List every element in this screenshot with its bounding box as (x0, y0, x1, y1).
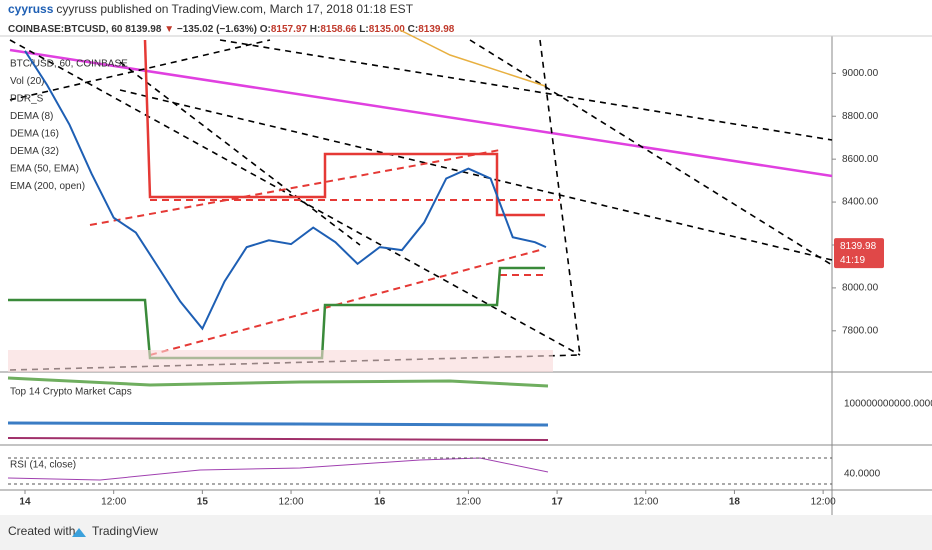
timer-label: 41:19 (840, 255, 865, 266)
legend-entry: DEMA (32) (10, 146, 59, 157)
rsi-title: RSI (14, close) (10, 460, 76, 471)
l-label: L: (359, 24, 368, 35)
x-tick-label: 14 (19, 497, 31, 508)
legend-entry: EMA (50, EMA) (10, 164, 79, 175)
x-tick-label: 12:00 (811, 497, 836, 508)
caps-title: Top 14 Crypto Market Caps (10, 387, 132, 398)
footer-brand[interactable]: TradingView (92, 524, 158, 538)
o-label: O: (260, 24, 271, 35)
y-tick-label: 8000.00 (842, 283, 879, 294)
price-line (24, 50, 547, 331)
price-label: 8139.98 (840, 241, 877, 252)
l: 8135.00 (369, 24, 406, 35)
legend: BTC/USD, 60, COINBASE Vol (20) PDR_S DEMA (… (10, 59, 128, 193)
legend-entry: BTC/USD, 60, COINBASE (10, 59, 128, 70)
rsi-tick: 40.0000 (844, 469, 881, 480)
arrow: ▼ (164, 24, 174, 35)
y-tick-label: 8600.00 (842, 154, 879, 165)
drawings (7, 29, 833, 485)
legend-entry: DEMA (16) (10, 129, 59, 140)
caps-tick: 100000000000.0000 (844, 399, 932, 410)
legend-entry: Vol (20) (10, 76, 44, 87)
h-label: H: (310, 24, 321, 35)
footer (0, 515, 932, 550)
x-tick-label: 17 (552, 497, 564, 508)
y-tick-label: 9000.00 (842, 68, 879, 79)
publisher-text: cyyruss published on TradingView.com, Ma… (56, 2, 413, 16)
publisher: cyyruss cyyruss published on TradingView.… (8, 2, 414, 16)
x-tick-label: 12:00 (633, 497, 658, 508)
o: 8157.97 (271, 24, 308, 35)
last: 8139.98 (125, 24, 162, 35)
symbol: COINBASE:BTCUSD, 60 (8, 24, 123, 35)
y-tick-label: 8400.00 (842, 197, 879, 208)
x-tick-label: 15 (197, 497, 209, 508)
y-tick-label: 8800.00 (842, 111, 879, 122)
x-tick-label: 12:00 (456, 497, 481, 508)
footer-created: Created with (8, 524, 75, 538)
h: 8158.66 (320, 24, 357, 35)
symbol-line: COINBASE:BTCUSD, 60 8139.98 ▼ −135.02 (−… (8, 24, 455, 35)
c: 8139.98 (418, 24, 455, 35)
y-tick-label: 7800.00 (842, 325, 879, 336)
x-tick-label: 12:00 (279, 497, 304, 508)
change: −135.02 (−1.63%) (177, 24, 257, 35)
price-badge (834, 238, 884, 269)
legend-entry: DEMA (8) (10, 111, 53, 122)
c-label: C: (408, 24, 419, 35)
x-tick-label: 12:00 (101, 497, 126, 508)
legend-entry: PDR_S (10, 94, 44, 105)
x-tick-label: 18 (729, 497, 741, 508)
x-tick-label: 16 (374, 497, 386, 508)
brand-logo (72, 528, 86, 537)
legend-entry: EMA (200, open) (10, 181, 85, 192)
